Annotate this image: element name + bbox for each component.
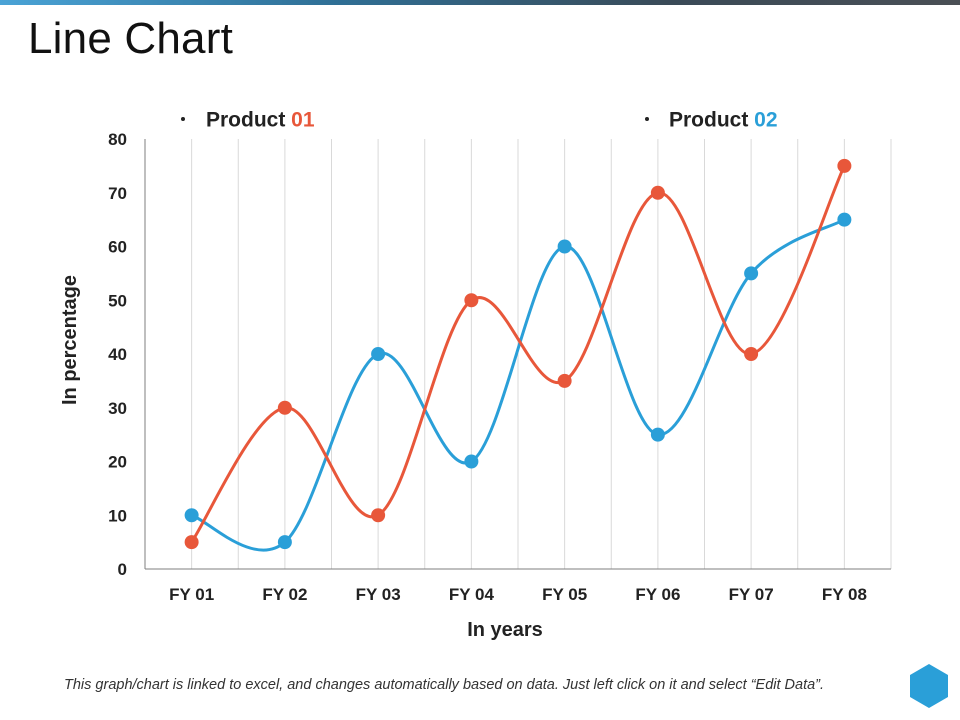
series-line-product-02 bbox=[190, 218, 846, 552]
x-tick-label: FY 08 bbox=[822, 585, 867, 604]
series-line-product-01 bbox=[190, 164, 846, 544]
x-tick-label: FY 05 bbox=[542, 585, 587, 604]
data-point-product-01[interactable] bbox=[464, 293, 479, 308]
x-tick-label: FY 03 bbox=[356, 585, 401, 604]
data-point-product-01[interactable] bbox=[744, 347, 759, 361]
footer-note: This graph/chart is linked to excel, and… bbox=[64, 677, 825, 693]
legend-item-product-01[interactable]: Product 01 bbox=[181, 109, 315, 132]
chart-axes bbox=[144, 139, 891, 570]
page-title: Line Chart bbox=[28, 14, 234, 63]
y-tick-label: 80 bbox=[108, 130, 127, 149]
x-tick-label: FY 01 bbox=[169, 585, 214, 604]
data-point-product-01[interactable] bbox=[650, 185, 665, 200]
legend-number-product-01: 01 bbox=[291, 109, 315, 132]
data-point-product-01[interactable] bbox=[277, 400, 292, 415]
legend-label-product-02: Product 02 bbox=[669, 109, 778, 132]
y-tick-label: 70 bbox=[108, 184, 127, 203]
y-tick-label: 20 bbox=[108, 453, 127, 472]
data-point-product-01[interactable] bbox=[371, 508, 386, 523]
data-point-product-01[interactable] bbox=[184, 535, 199, 550]
x-axis-title: In years bbox=[467, 619, 543, 641]
legend: Product 01 Product 02 bbox=[181, 109, 778, 132]
x-tick-label: FY 04 bbox=[449, 585, 495, 604]
legend-bullet bbox=[181, 117, 185, 121]
series-product-02[interactable] bbox=[184, 212, 852, 552]
data-point-product-02[interactable] bbox=[184, 508, 199, 523]
data-point-product-01[interactable] bbox=[837, 158, 852, 173]
data-point-product-02[interactable] bbox=[650, 427, 665, 442]
data-point-product-02[interactable] bbox=[744, 266, 759, 281]
data-point-product-02[interactable] bbox=[557, 239, 572, 254]
y-tick-label: 60 bbox=[108, 238, 127, 257]
legend-item-product-02[interactable]: Product 02 bbox=[645, 109, 778, 132]
data-point-product-02[interactable] bbox=[464, 454, 479, 469]
y-tick-labels: 0 10 20 30 40 50 60 70 80 bbox=[108, 130, 127, 579]
top-accent-bar bbox=[0, 0, 960, 5]
data-point-product-02[interactable] bbox=[277, 535, 292, 550]
y-tick-label: 10 bbox=[108, 506, 127, 525]
y-tick-label: 40 bbox=[108, 345, 127, 364]
legend-label-product-01: Product 01 bbox=[206, 109, 315, 132]
x-tick-label: FY 02 bbox=[262, 585, 307, 604]
data-point-product-02[interactable] bbox=[837, 212, 852, 227]
series-product-01[interactable] bbox=[184, 158, 852, 550]
y-tick-label: 30 bbox=[108, 399, 127, 418]
data-point-product-02[interactable] bbox=[371, 347, 386, 361]
y-tick-label: 0 bbox=[118, 560, 127, 579]
legend-number-product-02: 02 bbox=[754, 109, 777, 132]
chart-gridlines bbox=[191, 139, 892, 569]
x-tick-labels: FY 01 FY 02 FY 03 FY 04 FY 05 FY 06 FY 07 FY 08 bbox=[169, 585, 867, 604]
hexagon-icon bbox=[910, 664, 948, 708]
data-point-product-01[interactable] bbox=[557, 373, 572, 388]
x-tick-label: FY 06 bbox=[635, 585, 680, 604]
y-axis-title: In percentage bbox=[59, 275, 81, 405]
y-tick-label: 50 bbox=[108, 291, 127, 310]
chart-series[interactable] bbox=[184, 158, 852, 552]
x-tick-label: FY 07 bbox=[729, 585, 774, 604]
legend-bullet bbox=[645, 117, 649, 121]
